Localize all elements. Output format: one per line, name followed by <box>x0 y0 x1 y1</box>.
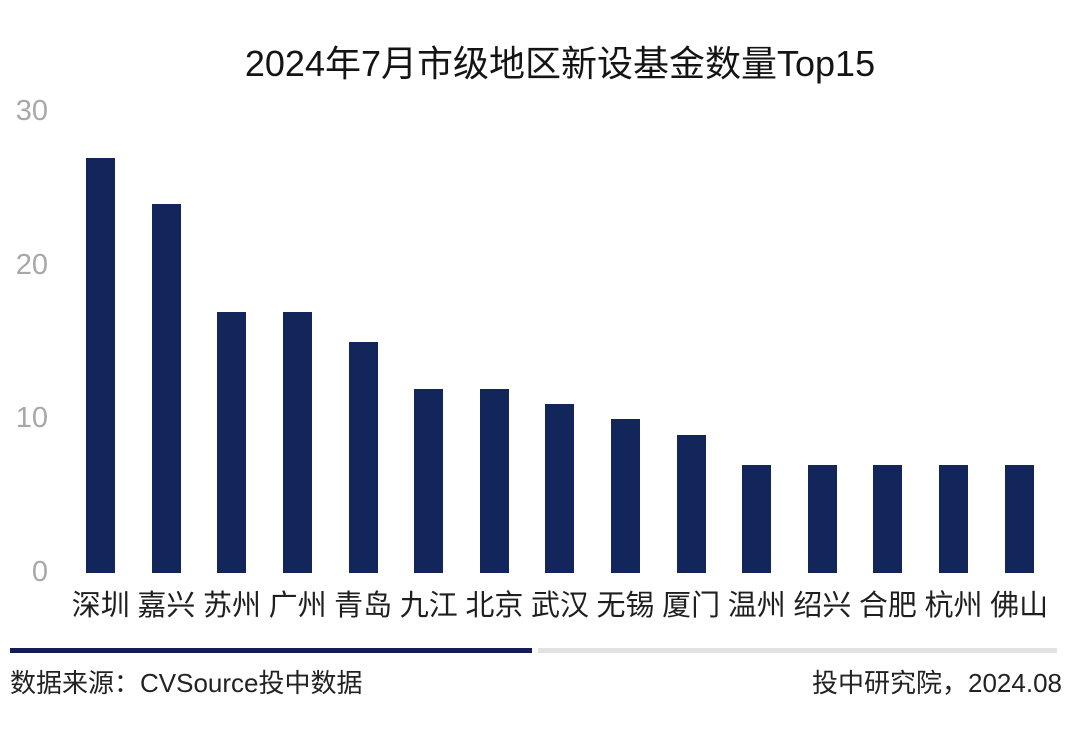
bar-slot <box>790 465 856 573</box>
y-axis: 0 10 20 30 <box>0 0 60 620</box>
bar-slot <box>396 389 462 573</box>
bar-slot <box>134 204 200 573</box>
bar <box>283 312 313 573</box>
x-axis-label: 北京 <box>465 590 524 622</box>
y-axis-tick-label: 0 <box>31 555 48 588</box>
bar <box>807 465 837 573</box>
bar-slot <box>593 419 659 573</box>
bar <box>939 465 969 573</box>
y-axis-tick-label: 30 <box>15 94 48 127</box>
bar <box>86 158 116 573</box>
y-axis-tick-label: 20 <box>15 248 48 281</box>
bar <box>611 419 641 573</box>
x-axis-label: 青岛 <box>334 590 393 622</box>
bar-slot <box>855 465 921 573</box>
bar-slot <box>462 389 528 573</box>
bar-slot <box>921 465 987 573</box>
bar <box>676 435 706 573</box>
credit-text: 投中研究院，2024.08 <box>812 668 1062 698</box>
x-axis-label: 佛山 <box>990 590 1049 622</box>
bar-slot <box>724 465 790 573</box>
divider-dark-segment <box>10 648 532 653</box>
bar-slot <box>986 465 1052 573</box>
bar-slot <box>330 342 396 573</box>
bar <box>217 312 247 573</box>
bar <box>873 465 903 573</box>
x-axis-label: 九江 <box>399 590 458 622</box>
x-axis-label: 温州 <box>727 590 786 622</box>
bar <box>545 404 575 573</box>
x-axis-label: 厦门 <box>662 590 721 622</box>
bar-series <box>68 0 1052 573</box>
x-axis-label: 嘉兴 <box>137 590 196 622</box>
bar <box>348 342 378 573</box>
bar-slot <box>658 435 724 573</box>
divider-light-segment <box>538 648 1057 653</box>
chart-title: 2024年7月市级地区新设基金数量Top15 <box>244 43 876 84</box>
y-axis-tick-label: 10 <box>15 402 48 435</box>
bar-slot <box>68 158 134 573</box>
bar-slot <box>265 312 331 573</box>
bar <box>742 465 772 573</box>
bar <box>479 389 509 573</box>
x-axis: 深圳 嘉兴 苏州 广州 青岛 九江 北京 武汉 无锡 厦门 温州 绍兴 合肥 杭州 佛山 <box>68 588 1052 624</box>
x-axis-label: 合肥 <box>858 590 917 622</box>
x-axis-label: 深圳 <box>71 590 130 622</box>
bar <box>414 389 444 573</box>
x-axis-label: 苏州 <box>202 590 261 622</box>
bar-slot <box>527 404 593 573</box>
x-axis-label: 武汉 <box>530 590 589 622</box>
x-axis-label: 绍兴 <box>793 590 852 622</box>
x-axis-label: 广州 <box>268 590 327 622</box>
bar <box>151 204 181 573</box>
x-axis-label: 杭州 <box>924 590 983 622</box>
data-source-text: 数据来源：CVSource投中数据 <box>10 668 363 698</box>
bar <box>1004 465 1034 573</box>
x-axis-label: 无锡 <box>596 590 655 622</box>
bar-slot <box>199 312 265 573</box>
